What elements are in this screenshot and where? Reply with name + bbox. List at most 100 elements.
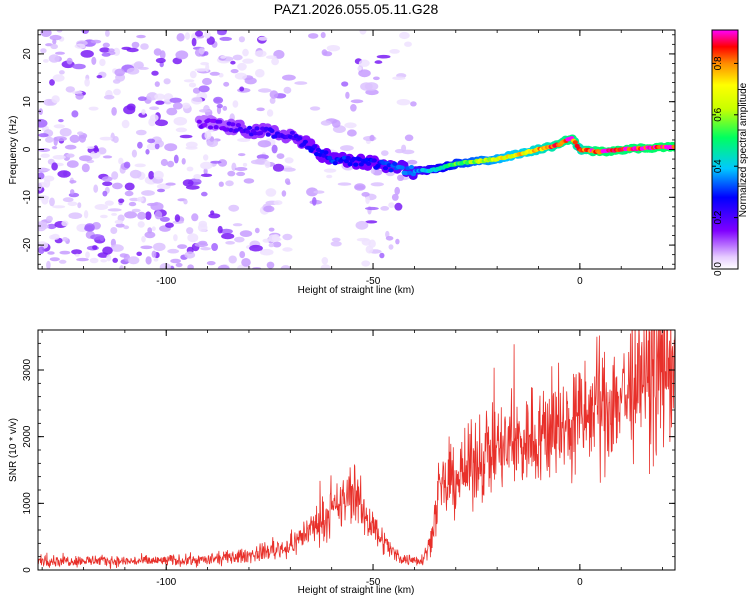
spectrogram-noise-blob	[148, 118, 156, 127]
spectrogram-noise-blob	[225, 241, 236, 245]
spectrogram-noise-blob	[373, 76, 380, 81]
spectrogram-noise-blob	[191, 37, 197, 47]
spectrogram-noise-blob	[326, 45, 341, 52]
spectrogram-noise-blob	[118, 198, 125, 204]
spectrogram-ridge-core	[392, 161, 398, 166]
spectrogram-noise-blob	[136, 196, 144, 202]
spectrogram-noise-blob	[57, 170, 71, 178]
colorbar-tick-label: 0.8	[713, 56, 724, 70]
spectrogram-noise-blob	[165, 222, 174, 228]
spectrogram-noise-blob	[62, 197, 74, 203]
spectrogram-noise-blob	[306, 187, 319, 197]
spectrogram-noise-blob	[175, 127, 188, 133]
spectrogram-noise-blob	[90, 39, 102, 44]
spectrogram-noise-blob	[269, 97, 276, 104]
spectrogram-ridge-core	[382, 166, 389, 171]
spectrogram-noise-blob	[191, 96, 203, 105]
spectrogram-noise-blob	[323, 51, 333, 57]
spectrogram-noise-blob	[88, 106, 99, 111]
spectrogram-noise-blob	[232, 223, 243, 227]
spectrogram-noise-blob	[47, 251, 55, 255]
spectrogram-noise-blob	[175, 262, 183, 268]
spectrogram-ridge-core	[332, 161, 338, 166]
spectrogram-noise-blob	[369, 134, 375, 142]
spectrogram-noise-blob	[242, 58, 254, 64]
colorbar-gradient	[712, 30, 738, 269]
spectrogram-noise-blob	[124, 190, 134, 197]
spectrogram-noise-blob	[93, 184, 99, 193]
bottom-y-tick-label: 0	[22, 567, 33, 573]
spectrogram-noise-blob	[71, 110, 79, 118]
spectrogram-noise-blob	[66, 57, 73, 65]
bottom-y-tick-label: 1000	[22, 492, 33, 515]
spectrogram-noise-blob	[385, 236, 394, 241]
spectrogram-noise-blob	[239, 230, 253, 238]
spectrogram-noise-blob	[238, 153, 246, 157]
spectrogram-noise-blob	[129, 169, 142, 179]
spectrogram-noise-blob	[410, 101, 417, 107]
spectrogram-noise-blob	[272, 241, 282, 248]
spectrogram-noise-blob	[206, 261, 216, 266]
spectrogram-noise-blob	[104, 200, 114, 206]
spectrogram-noise-blob	[365, 89, 379, 96]
spectrogram-ridge-core	[315, 147, 321, 152]
spectrogram-noise-blob	[49, 79, 55, 86]
spectrogram-noise-blob	[204, 30, 211, 39]
spectrogram-noise-blob	[128, 201, 137, 207]
spectrogram-noise-blob	[40, 48, 47, 54]
spectrogram-noise-blob	[200, 173, 213, 177]
spectrogram-noise-blob	[96, 75, 103, 79]
spectrogram-noise-blob	[217, 264, 230, 269]
bottom-x-tick-label: -50	[366, 577, 381, 588]
spectrogram-noise-blob	[99, 136, 113, 141]
spectrogram-noise-blob	[137, 221, 145, 228]
spectrogram-noise-blob	[85, 251, 90, 259]
spectrogram-noise-blob	[68, 212, 83, 219]
spectrogram-noise-blob	[308, 33, 319, 39]
spectrogram-noise-blob	[75, 253, 80, 257]
spectrogram-noise-blob	[341, 81, 349, 87]
spectrogram-noise-blob	[174, 214, 181, 223]
spectrogram-noise-blob	[213, 96, 224, 104]
spectrogram-noise-blob	[51, 95, 60, 104]
spectrogram-noise-blob	[360, 82, 373, 91]
spectrogram-noise-blob	[195, 30, 203, 37]
spectrogram-noise-blob	[206, 139, 218, 148]
spectrogram-noise-blob	[137, 211, 147, 220]
top-y-tick-label: 0	[22, 146, 33, 152]
spectrogram-noise-blob	[62, 237, 69, 242]
spectrogram-noise-blob	[167, 160, 175, 168]
spectrogram-ridge-core	[671, 144, 675, 149]
spectrogram-noise-blob	[183, 79, 195, 83]
spectrogram-noise-blob	[144, 231, 156, 239]
spectrogram-noise-blob	[114, 219, 124, 225]
spectrogram-noise-blob	[115, 223, 125, 228]
spectrogram-noise-blob	[148, 170, 155, 180]
spectrogram-noise-blob	[217, 159, 228, 167]
spectrogram-noise-blob	[103, 94, 115, 100]
spectrogram-noise-blob	[117, 214, 125, 222]
spectrogram-noise-blob	[244, 77, 257, 85]
spectrogram-noise-blob	[49, 197, 55, 207]
spectrogram-noise-blob	[151, 250, 157, 258]
spectrogram-noise-blob	[404, 41, 412, 47]
spectrogram-noise-blob	[166, 107, 178, 116]
bottom-y-tick-label: 3000	[22, 358, 33, 381]
snr-series-line	[38, 330, 675, 569]
spectrogram-noise-blob	[141, 109, 146, 115]
spectrogram-noise-blob	[227, 170, 236, 177]
spectrogram-noise-blob	[99, 58, 106, 67]
spectrogram-noise-blob	[123, 225, 130, 230]
spectrogram-noise-blob	[200, 247, 211, 251]
spectrogram-noise-blob	[160, 158, 168, 167]
spectrogram-noise-blob	[51, 146, 58, 150]
spectrogram-ridge-core	[321, 153, 327, 158]
spectrogram-ridge-core	[213, 125, 219, 130]
spectrogram-noise-blob	[172, 57, 183, 65]
spectrogram-noise-blob	[65, 86, 76, 93]
spectrogram-noise-blob	[243, 178, 255, 184]
spectrogram-noise-blob	[203, 154, 209, 161]
spectrogram-noise-blob	[217, 225, 223, 234]
spectrogram-noise-blob	[153, 242, 166, 252]
